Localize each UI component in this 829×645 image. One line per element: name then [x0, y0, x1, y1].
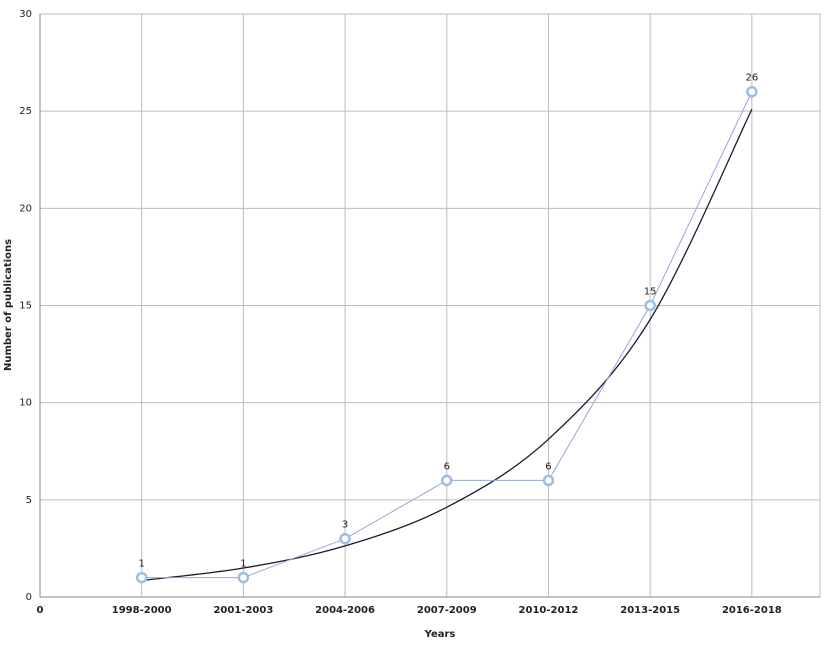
x-tick-label: 2013-2015 — [620, 605, 680, 616]
y-tick-label: 10 — [19, 398, 32, 409]
data-point — [135, 571, 148, 584]
data-label: 1 — [240, 559, 246, 570]
data-label: 6 — [444, 461, 450, 472]
y-tick-label: 20 — [19, 203, 32, 214]
data-point — [339, 532, 351, 545]
x-tick-label: 2007-2009 — [417, 605, 477, 616]
x-tick-label: 1998-2000 — [112, 605, 172, 616]
y-tick-label: 0 — [26, 592, 32, 603]
x-tick-label: 2001-2003 — [213, 605, 273, 616]
data-label: 3 — [342, 520, 348, 531]
trend-line — [141, 108, 753, 582]
y-tick-label: 25 — [19, 106, 32, 117]
y-axis-title: Number of publications — [3, 239, 14, 371]
data-point — [237, 571, 250, 584]
data-point — [746, 85, 758, 98]
data-label: 26 — [745, 73, 758, 84]
data-label: 15 — [644, 287, 657, 298]
x-tick-label: 2010-2012 — [519, 605, 579, 616]
x-tick-label: 2004-2006 — [315, 605, 375, 616]
x-axis-title: Years — [424, 629, 456, 640]
y-tick-label: 15 — [19, 301, 32, 312]
x-tick-label: 2016-2018 — [722, 605, 782, 616]
data-label: 6 — [545, 461, 551, 472]
data-point — [441, 474, 453, 487]
data-point — [644, 299, 656, 312]
y-tick-label: 5 — [26, 495, 32, 506]
data-point — [542, 474, 555, 487]
y-tick-label: 30 — [19, 9, 32, 20]
x-tick-label: 0 — [37, 605, 44, 616]
data-label: 1 — [139, 559, 145, 570]
